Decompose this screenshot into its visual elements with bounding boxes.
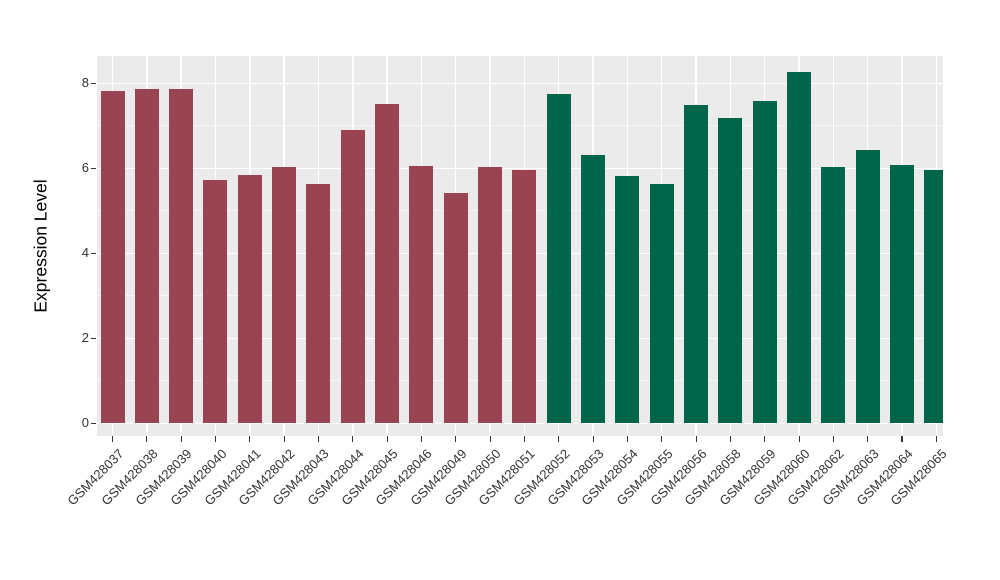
bar-GSM428049 — [443, 193, 468, 424]
bar-GSM428059 — [752, 101, 777, 424]
y-tick-mark — [91, 252, 96, 254]
x-tick-mark — [111, 436, 114, 442]
gridline-major — [97, 82, 943, 84]
x-tick-mark — [901, 436, 903, 442]
x-tick-mark — [420, 436, 423, 442]
x-tick-mark — [798, 436, 800, 442]
x-tick-mark — [935, 436, 937, 442]
x-tick-mark — [661, 436, 663, 442]
y-tick-mark — [91, 422, 96, 424]
y-axis-title: Expression Level — [30, 179, 51, 313]
y-tick-mark — [91, 337, 96, 339]
x-tick-mark — [283, 436, 285, 442]
y-tick-label: 0 — [81, 415, 89, 431]
bar-GSM428045 — [375, 104, 400, 424]
bar-GSM428050 — [478, 167, 503, 424]
bar-GSM428062 — [821, 167, 846, 424]
y-tick-label: 8 — [81, 75, 89, 91]
y-tick-label: 4 — [81, 245, 89, 261]
x-tick-mark — [455, 436, 457, 442]
x-tick-mark — [695, 436, 697, 442]
y-tick-label: 2 — [81, 330, 89, 346]
y-tick-mark — [91, 167, 96, 169]
bar-GSM428044 — [340, 130, 365, 424]
x-tick-mark — [317, 436, 320, 442]
bar-GSM428038 — [134, 89, 159, 424]
y-tick-label: 6 — [81, 160, 89, 176]
bar-GSM428042 — [272, 167, 297, 424]
bar-GSM428060 — [787, 72, 812, 424]
y-tick-mark — [91, 82, 96, 84]
bar-GSM428058 — [718, 117, 743, 424]
x-tick-mark — [626, 436, 629, 442]
x-tick-mark — [764, 436, 766, 442]
bar-GSM428040 — [203, 179, 228, 424]
x-tick-mark — [832, 436, 835, 442]
bar-GSM428041 — [237, 174, 262, 424]
bar-GSM428037 — [100, 90, 125, 424]
x-tick-mark — [489, 436, 491, 442]
x-tick-mark — [352, 436, 354, 442]
bar-GSM428055 — [649, 184, 674, 424]
x-tick-mark — [592, 436, 594, 442]
bar-GSM428053 — [581, 154, 606, 424]
bar-GSM428039 — [169, 89, 194, 424]
bar-GSM428043 — [306, 184, 331, 424]
bar-GSM428063 — [855, 150, 880, 424]
bar-GSM428056 — [684, 104, 709, 424]
x-tick-mark — [523, 436, 526, 442]
x-tick-mark — [386, 436, 388, 442]
x-tick-mark — [180, 436, 182, 442]
bar-GSM428065 — [924, 170, 943, 424]
bar-GSM428054 — [615, 175, 640, 424]
x-tick-mark — [729, 436, 732, 442]
gridline-major — [97, 167, 943, 169]
bar-GSM428046 — [409, 165, 434, 424]
x-tick-mark — [214, 436, 217, 442]
x-tick-mark — [249, 436, 251, 442]
plot-panel — [97, 56, 943, 436]
x-tick-mark — [867, 436, 869, 442]
bar-GSM428051 — [512, 170, 537, 424]
bar-GSM428064 — [890, 165, 915, 424]
x-tick-mark — [558, 436, 560, 442]
gridline-minor — [97, 125, 943, 127]
bar-GSM428052 — [546, 94, 571, 424]
x-tick-mark — [146, 436, 148, 442]
